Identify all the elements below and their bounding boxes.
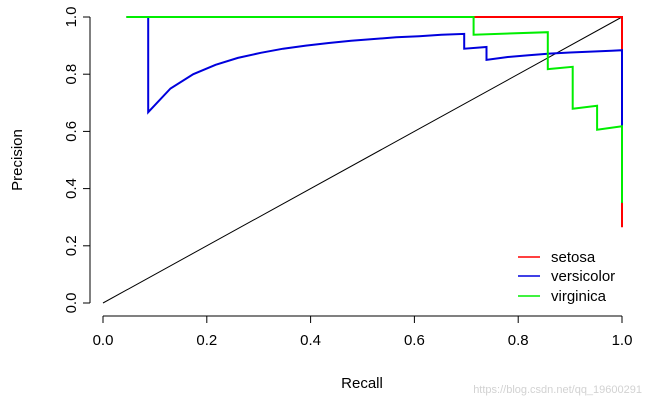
x-tick-label: 0.6 (404, 332, 425, 349)
diagonal-layer (102, 16, 623, 304)
y-tick-label: 0.8 (63, 64, 80, 85)
x-axis-title: Recall (341, 375, 383, 392)
x-tick-label: 0.2 (196, 332, 217, 349)
legend: setosa versicolor virginica (518, 249, 615, 305)
series-line-diagonal (102, 16, 623, 304)
y-tick-label: 1.0 (63, 7, 80, 28)
legend-label-setosa: setosa (551, 249, 596, 266)
series-line-virginica (126, 16, 623, 203)
series-layer (126, 16, 623, 228)
x-tick-label: 0.4 (300, 332, 321, 349)
x-tick-label: 0.8 (508, 332, 529, 349)
series-line-versicolor (126, 16, 623, 203)
y-tick-label: 0.0 (63, 293, 80, 314)
axes: 0.0 0.2 0.4 0.6 0.8 1.0 0.0 0.2 0.4 0.6 0.8 1.0 (63, 7, 632, 349)
x-tick-label: 1.0 (612, 332, 633, 349)
x-tick-label: 0.0 (93, 332, 114, 349)
watermark-text: https://blog.csdn.net/qq_19600291 (473, 384, 642, 396)
legend-label-virginica: virginica (551, 288, 607, 305)
y-tick-label: 0.6 (63, 121, 80, 142)
y-tick-label: 0.4 (63, 178, 80, 199)
y-tick-label: 0.2 (63, 235, 80, 256)
y-axis-title: Precision (9, 129, 26, 191)
legend-label-versicolor: versicolor (551, 268, 615, 285)
